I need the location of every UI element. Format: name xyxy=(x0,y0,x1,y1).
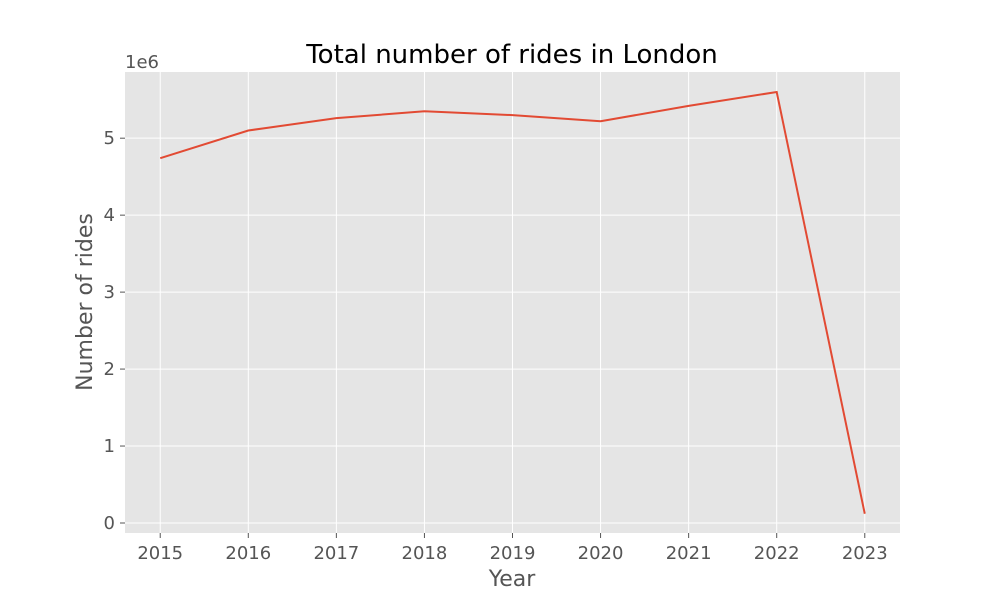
x-tick-label: 2015 xyxy=(137,543,183,564)
x-tick-label: 2017 xyxy=(313,543,359,564)
y-axis-label: Number of rides xyxy=(73,213,98,391)
y-tick-label: 3 xyxy=(104,282,115,303)
x-tick-label: 2020 xyxy=(578,543,624,564)
ticks: 2015 2016 2017 2018 2019 2020 2021 2022 2023 0 1 2 3… xyxy=(104,128,888,564)
series-line xyxy=(159,90,866,514)
y-tick-label: 2 xyxy=(104,359,115,380)
y-tick-label: 0 xyxy=(104,513,115,534)
chart-title: Total number of rides in London xyxy=(305,40,718,70)
x-tick-label: 2016 xyxy=(225,543,271,564)
x-tick-label: 2018 xyxy=(402,543,448,564)
x-axis-label: Year xyxy=(488,567,537,592)
x-tick-label: 2022 xyxy=(754,543,800,564)
x-tick-label: 2019 xyxy=(490,543,536,564)
y-tick-label: 1 xyxy=(104,436,115,457)
y-axis-offset-label: 1e6 xyxy=(125,52,159,73)
x-tick-label: 2021 xyxy=(666,543,712,564)
y-tick-label: 4 xyxy=(104,205,115,226)
y-tick-label: 5 xyxy=(104,128,115,149)
x-tick-label: 2023 xyxy=(842,543,888,564)
grid-lines xyxy=(125,72,900,533)
